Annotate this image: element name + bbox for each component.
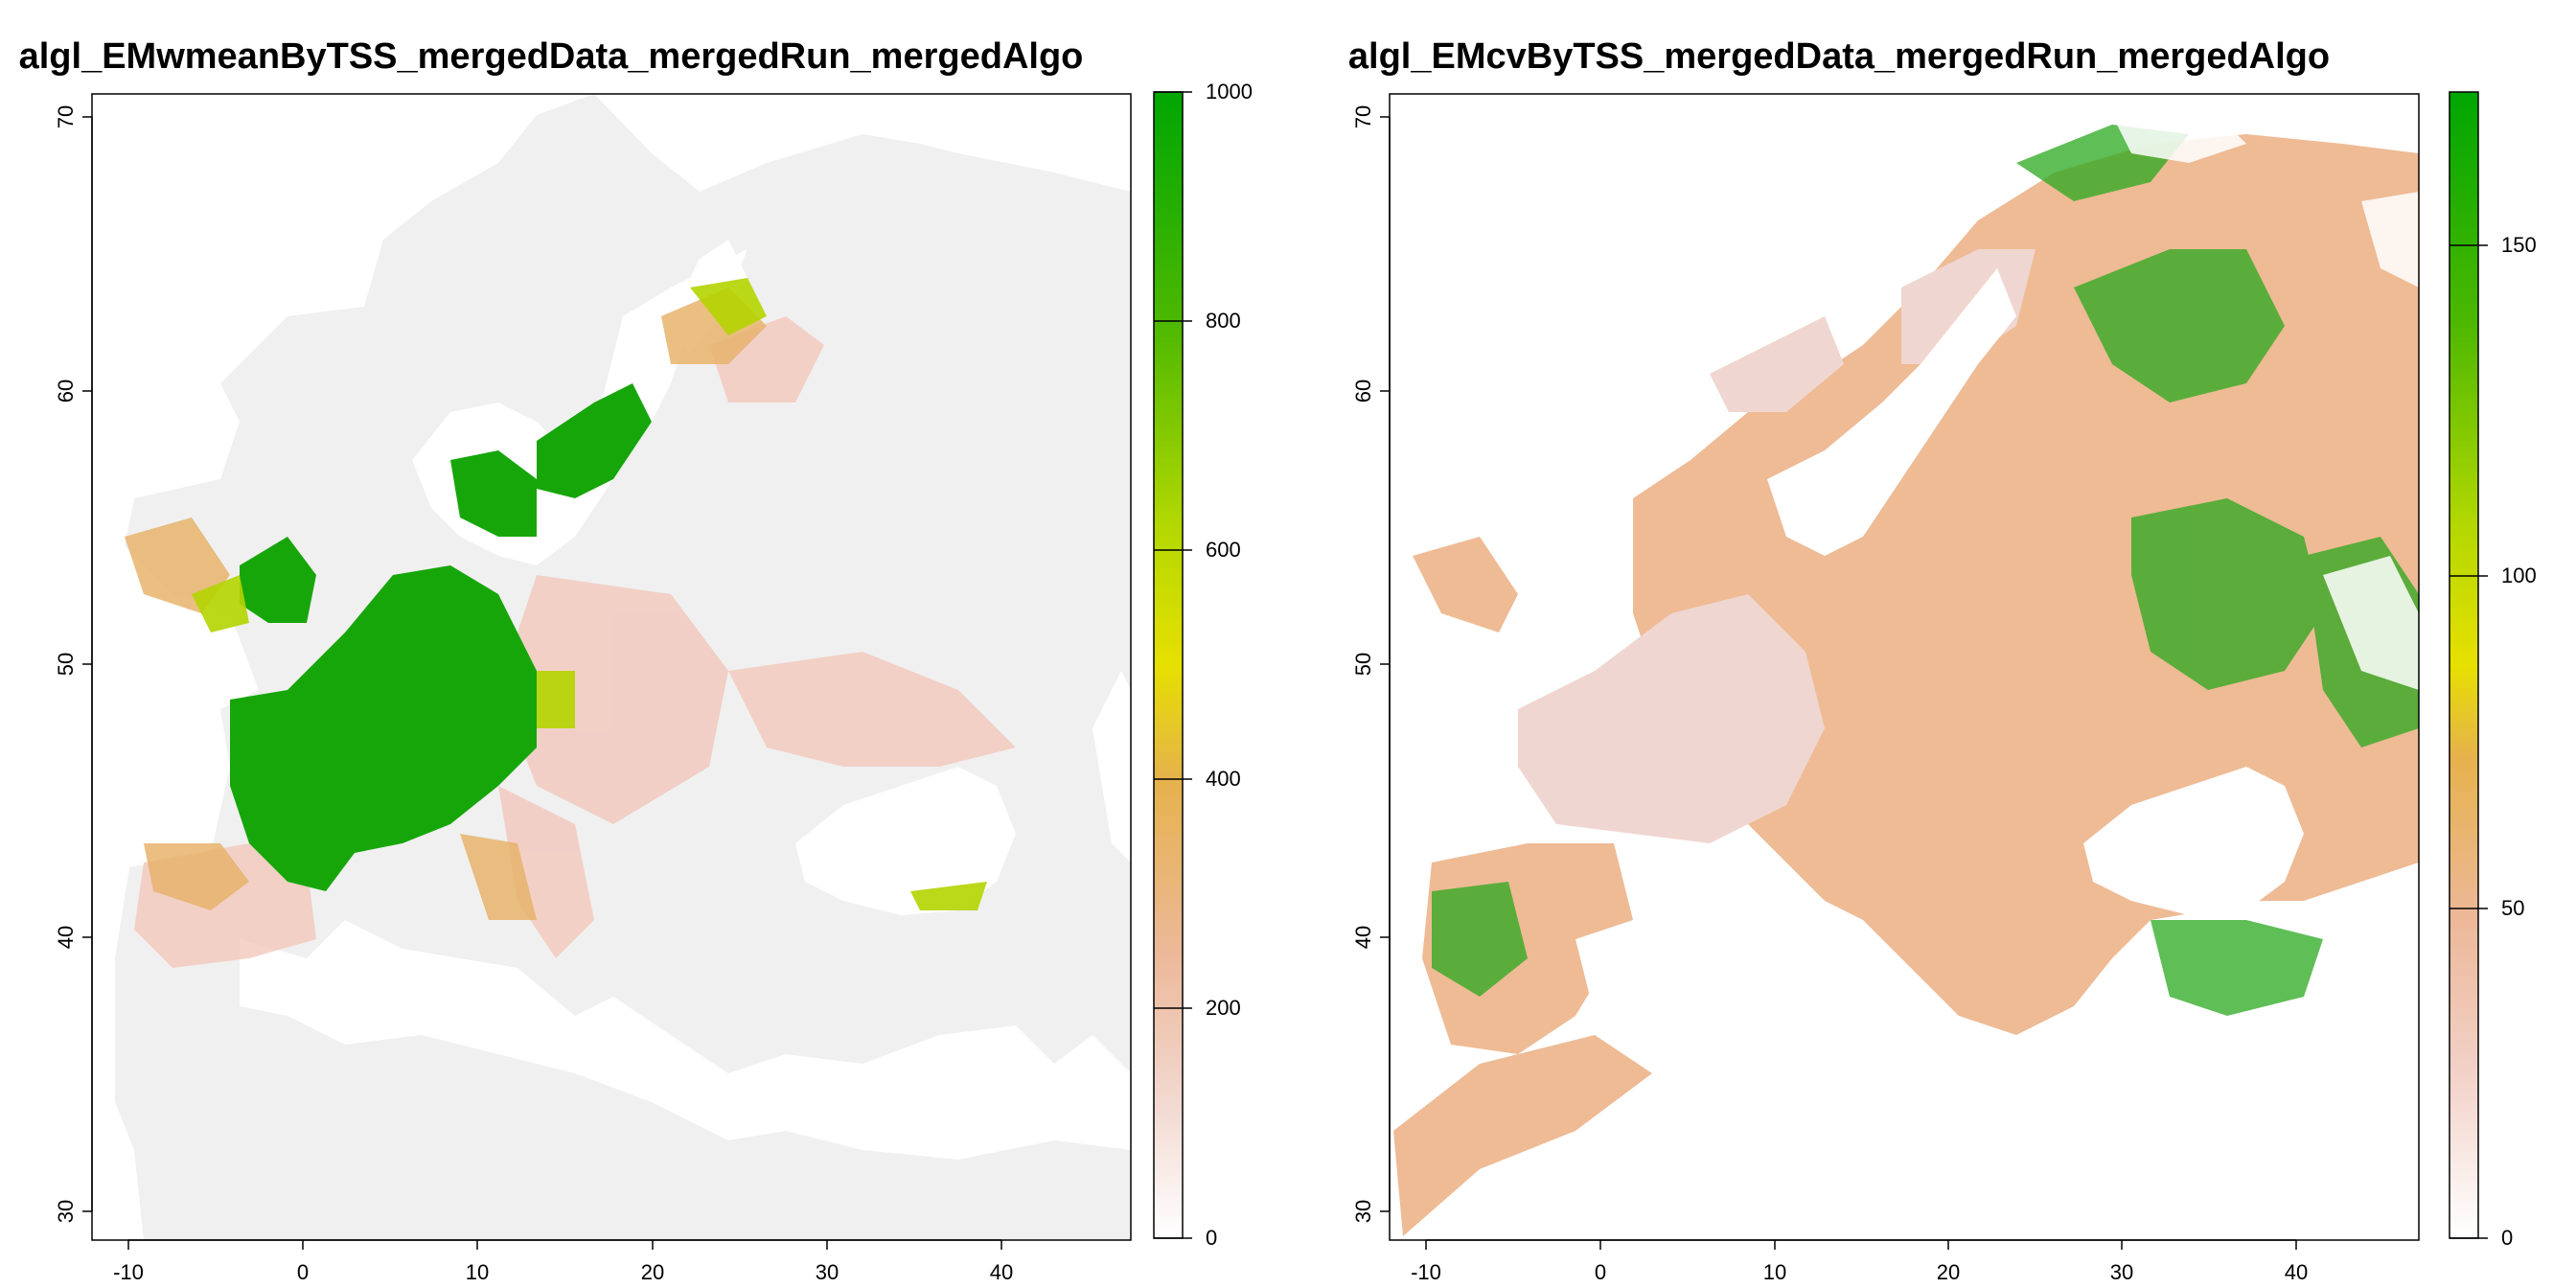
high-suitability-areas (230, 383, 652, 891)
x-tick-label: 30 (2110, 1260, 2133, 1284)
panel-cv: algl_EMcvByTSS_mergedData_mergedRun_merg… (1288, 0, 2576, 1288)
map-title-cv: algl_EMcvByTSS_mergedData_mergedRun_merg… (1347, 36, 2331, 77)
y-tick-label: 70 (1351, 105, 1375, 128)
x-tick-label: 10 (466, 1260, 489, 1284)
low-suitability-areas (134, 316, 1016, 968)
x-tick-label: -10 (1411, 1260, 1441, 1284)
x-axis-ticks (1425, 1239, 2297, 1250)
y-tick-label: 50 (54, 653, 78, 676)
legend-tick-label: 800 (1206, 309, 1241, 333)
panel-wmean: algl_EMwmeanByTSS_mergedData_mergedRun_m… (18, 36, 1253, 1284)
legend-ticks (2450, 244, 2488, 1239)
x-tick-label: 20 (1937, 1260, 1960, 1284)
legend-tick-label: 50 (2501, 896, 2524, 920)
x-tick-label: 0 (1595, 1260, 1606, 1284)
legend-tick-label: 1000 (1206, 80, 1253, 104)
y-tick-label: 60 (54, 380, 78, 402)
y-tick-label: 40 (54, 926, 78, 949)
x-tick-label: 40 (990, 1260, 1013, 1284)
legend-tick-label: 200 (1206, 996, 1241, 1020)
map-plot-cv: -10 0 10 20 30 40 30 40 50 60 70 (1351, 91, 2537, 1284)
x-tick-label: 10 (1763, 1260, 1786, 1284)
legend-tick-label: 0 (1206, 1226, 1217, 1250)
map-title-wmean: algl_EMwmeanByTSS_mergedData_mergedRun_m… (18, 36, 1084, 77)
legend-labels: 0 200 400 600 800 1000 (1206, 80, 1253, 1250)
x-tick-label: 0 (297, 1260, 309, 1284)
legend-tick-label: 100 (2501, 564, 2537, 587)
y-tick-label: 30 (1351, 1200, 1375, 1223)
y-tick-label: 50 (1351, 653, 1375, 676)
y-tick-label: 30 (54, 1200, 78, 1223)
legend-colorbar-cv (2449, 91, 2479, 1239)
y-tick-label: 70 (54, 105, 78, 128)
y-axis-labels: 30 40 50 60 70 (1351, 105, 1375, 1223)
y-tick-label: 60 (1351, 380, 1375, 402)
x-axis-labels: -10 0 10 20 30 40 (113, 1260, 1013, 1284)
no-data-areas (2112, 105, 2419, 690)
x-axis-ticks (127, 1239, 1002, 1250)
legend-tick-label: 150 (2501, 233, 2537, 257)
x-axis-labels: -10 0 10 20 30 40 (1411, 1260, 2308, 1284)
legend-ticks (1154, 91, 1192, 1239)
legend-tick-label: 400 (1206, 767, 1241, 791)
x-tick-label: -10 (113, 1260, 144, 1284)
x-tick-label: 20 (641, 1260, 664, 1284)
x-tick-label: 30 (816, 1260, 839, 1284)
yellow-green-areas (192, 278, 987, 910)
y-axis-ticks (1380, 116, 1391, 1212)
legend-colorbar-wmean (1153, 91, 1184, 1239)
y-axis-ticks (82, 116, 93, 1212)
legend-labels: 0 50 100 150 (2501, 233, 2537, 1250)
y-axis-labels: 30 40 50 60 70 (54, 105, 78, 1223)
legend-tick-label: 600 (1206, 538, 1241, 562)
sea-areas (1576, 268, 2419, 1240)
map-plot-wmean: -10 0 10 20 30 40 30 40 50 60 70 (54, 80, 1253, 1284)
legend-tick-label: 0 (2501, 1226, 2513, 1250)
y-tick-label: 40 (1351, 926, 1375, 949)
x-tick-label: 40 (2285, 1260, 2308, 1284)
